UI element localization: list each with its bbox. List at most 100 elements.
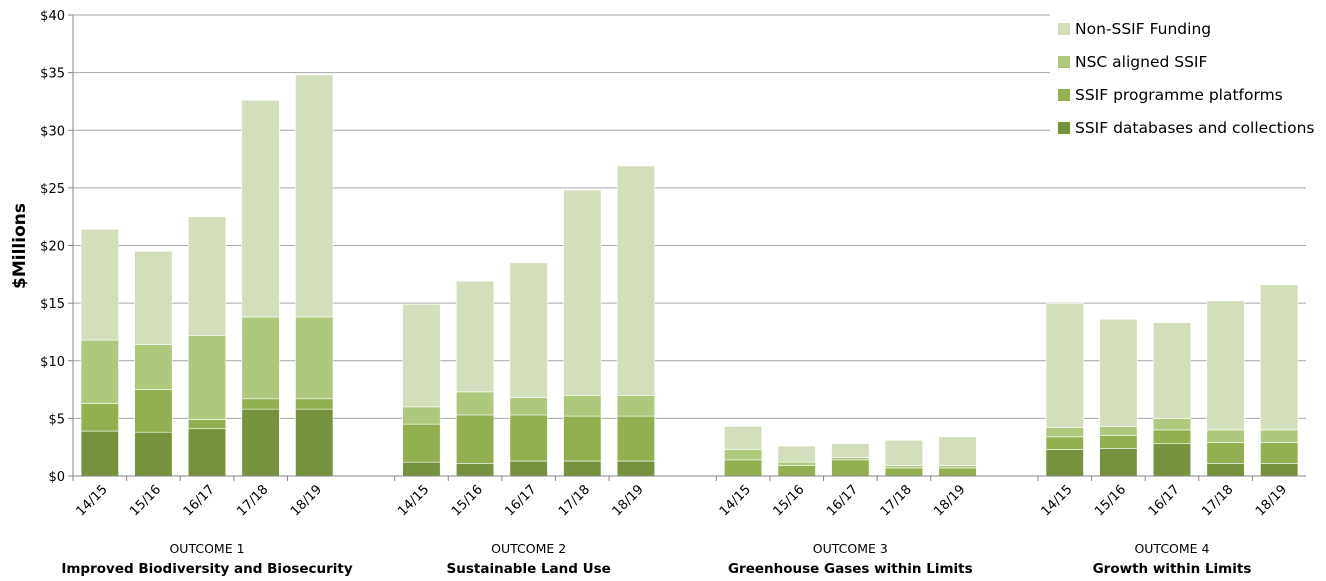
bar-segment: [241, 316, 280, 400]
bar-segment: [1099, 435, 1138, 449]
bar-segment: [1045, 436, 1084, 450]
legend-label: SSIF programme platforms: [1075, 86, 1283, 104]
bar-segment: [134, 431, 173, 477]
y-tick-label: $25: [40, 182, 65, 197]
x-tick-label: 14/15: [1038, 482, 1075, 519]
bar-segment: [616, 460, 655, 477]
bar-segment: [295, 398, 334, 410]
bar-segment: [509, 397, 548, 416]
bar-segment: [509, 460, 548, 477]
legend-label: Non-SSIF Funding: [1075, 20, 1211, 38]
bar-segment: [134, 389, 173, 433]
bar-segment: [187, 419, 227, 430]
x-tick-label: 16/17: [181, 482, 218, 519]
bar-segment: [616, 415, 655, 462]
bar-segment: [456, 391, 495, 416]
x-tick-label: 16/17: [1146, 482, 1183, 519]
bar-segment: [80, 339, 119, 404]
bar-segment: [884, 439, 923, 466]
bar-segment: [724, 459, 763, 477]
bar-segment: [563, 189, 602, 396]
bar-segment: [187, 216, 227, 336]
bar-segment: [563, 460, 602, 477]
bar-segment: [724, 449, 763, 461]
group-label-bottom: Growth within Limits: [1093, 561, 1252, 577]
bar-segment: [1152, 429, 1192, 445]
bar-segment: [563, 395, 602, 417]
bar-segment: [1045, 427, 1084, 438]
legend-swatch: [1058, 56, 1070, 68]
bar-segment: [831, 459, 870, 477]
bar-segment: [777, 445, 816, 463]
bar-segment: [938, 467, 977, 477]
bar-segment: [456, 414, 495, 464]
bar-segment: [616, 395, 655, 417]
bar-segment: [1045, 302, 1084, 428]
bar-segment: [1099, 448, 1138, 477]
bars: [80, 74, 1299, 477]
bar-segment: [616, 165, 655, 396]
bar-segment: [402, 423, 441, 463]
bar-segment: [187, 335, 227, 420]
bar-segment: [1206, 300, 1245, 431]
bar-segment: [1152, 443, 1192, 477]
x-tick-label: 17/18: [1199, 482, 1236, 519]
x-tick-label: 18/19: [610, 482, 647, 519]
y-tick-label: $40: [40, 9, 65, 24]
bar-segment: [187, 428, 227, 477]
x-tick-label: 17/18: [234, 482, 271, 519]
legend-label: NSC aligned SSIF: [1075, 53, 1208, 71]
bar-segment: [295, 408, 334, 477]
x-tick-label: 18/19: [288, 482, 325, 519]
bar-segment: [777, 461, 816, 466]
bar-segment: [1206, 429, 1245, 443]
bar-segment: [241, 398, 280, 410]
bar-segment: [777, 465, 816, 477]
bar-segment: [1152, 322, 1192, 419]
bar-segment: [402, 461, 441, 477]
bar-segment: [80, 403, 119, 432]
legend-background: [1050, 14, 1320, 148]
y-tick-label: $0: [48, 470, 65, 485]
bar-segment: [402, 406, 441, 425]
y-tick-label: $10: [40, 355, 65, 370]
x-tick-label: 14/15: [74, 482, 111, 519]
bar-segment: [1260, 284, 1299, 431]
x-tick-label: 17/18: [556, 482, 593, 519]
bar-segment: [938, 436, 977, 466]
group-labels: OUTCOME 1 Improved Biodiversity and Biose…: [61, 541, 1251, 577]
bar-segment: [563, 415, 602, 462]
bar-segment: [1152, 418, 1192, 431]
bar-segment: [241, 408, 280, 477]
y-tick-label: $30: [40, 124, 65, 139]
group-label-top: OUTCOME 3: [813, 541, 888, 556]
x-tick-labels: 14/15 15/16 16/17 17/18 18/19 14/15 15/16 16/17…: [74, 482, 1290, 519]
x-tick-label: 16/17: [502, 482, 539, 519]
bar-segment: [1099, 426, 1138, 436]
axes: [68, 14, 1306, 481]
bar-segment: [884, 467, 923, 477]
y-tick-label: $35: [40, 67, 65, 82]
bar-segment: [1260, 463, 1299, 477]
group-label-bottom: Greenhouse Gases within Limits: [728, 561, 973, 577]
bar-segment: [456, 463, 495, 477]
bar-segment: [938, 465, 977, 469]
group-label-bottom: Sustainable Land Use: [447, 561, 611, 577]
y-tick-label: $15: [40, 297, 65, 312]
bar-segment: [295, 316, 334, 400]
bar-segment: [831, 443, 870, 458]
group-label-top: OUTCOME 2: [491, 541, 566, 556]
x-tick-label: 15/16: [449, 482, 486, 519]
bar-segment: [80, 229, 119, 341]
bar-segment: [509, 262, 548, 398]
group-label-top: OUTCOME 1: [169, 541, 244, 556]
bar-segment: [402, 303, 441, 408]
bar-segment: [509, 414, 548, 462]
y-tick-label: $20: [40, 240, 65, 255]
x-tick-label: 14/15: [395, 482, 432, 519]
bar-segment: [1099, 318, 1138, 427]
bar-segment: [80, 430, 119, 477]
bar-segment: [1260, 442, 1299, 464]
legend-swatch: [1058, 122, 1070, 134]
